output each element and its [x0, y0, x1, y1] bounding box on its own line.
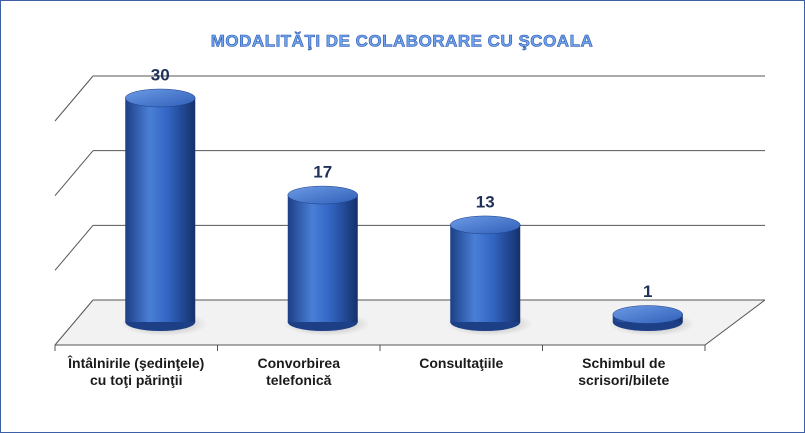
bar-top: [612, 305, 683, 324]
bar-body: [287, 195, 358, 322]
value-label: 17: [313, 163, 332, 182]
grid-line-side: [54, 150, 94, 196]
x-tick-label: Schimbul de scrisori/bilete: [578, 355, 670, 388]
value-label: 1: [643, 282, 652, 301]
x-tick-label: Întâlnirile (şedinţele) cu toţi părinţii: [68, 355, 205, 388]
x-tick-label: Consultaţiile: [419, 355, 504, 371]
bar-body: [450, 224, 521, 322]
grid-line-side: [54, 225, 94, 271]
bar: [445, 215, 533, 336]
bar-top: [125, 88, 196, 108]
value-label: 13: [476, 192, 495, 211]
bar-body: [125, 98, 196, 322]
value-label: 30: [151, 65, 170, 84]
bar-top: [287, 185, 358, 205]
bar-top: [450, 215, 521, 235]
x-tick-label: Convorbirea telefonică: [257, 355, 340, 388]
grid-line-side: [54, 299, 94, 346]
grid-line-side: [54, 75, 94, 122]
bar: [283, 185, 371, 336]
chart-title: MODALITĂŢI DE COLABORARE CU ŞCOALA: [211, 31, 593, 50]
bar: [608, 305, 696, 336]
bar: [120, 88, 208, 336]
